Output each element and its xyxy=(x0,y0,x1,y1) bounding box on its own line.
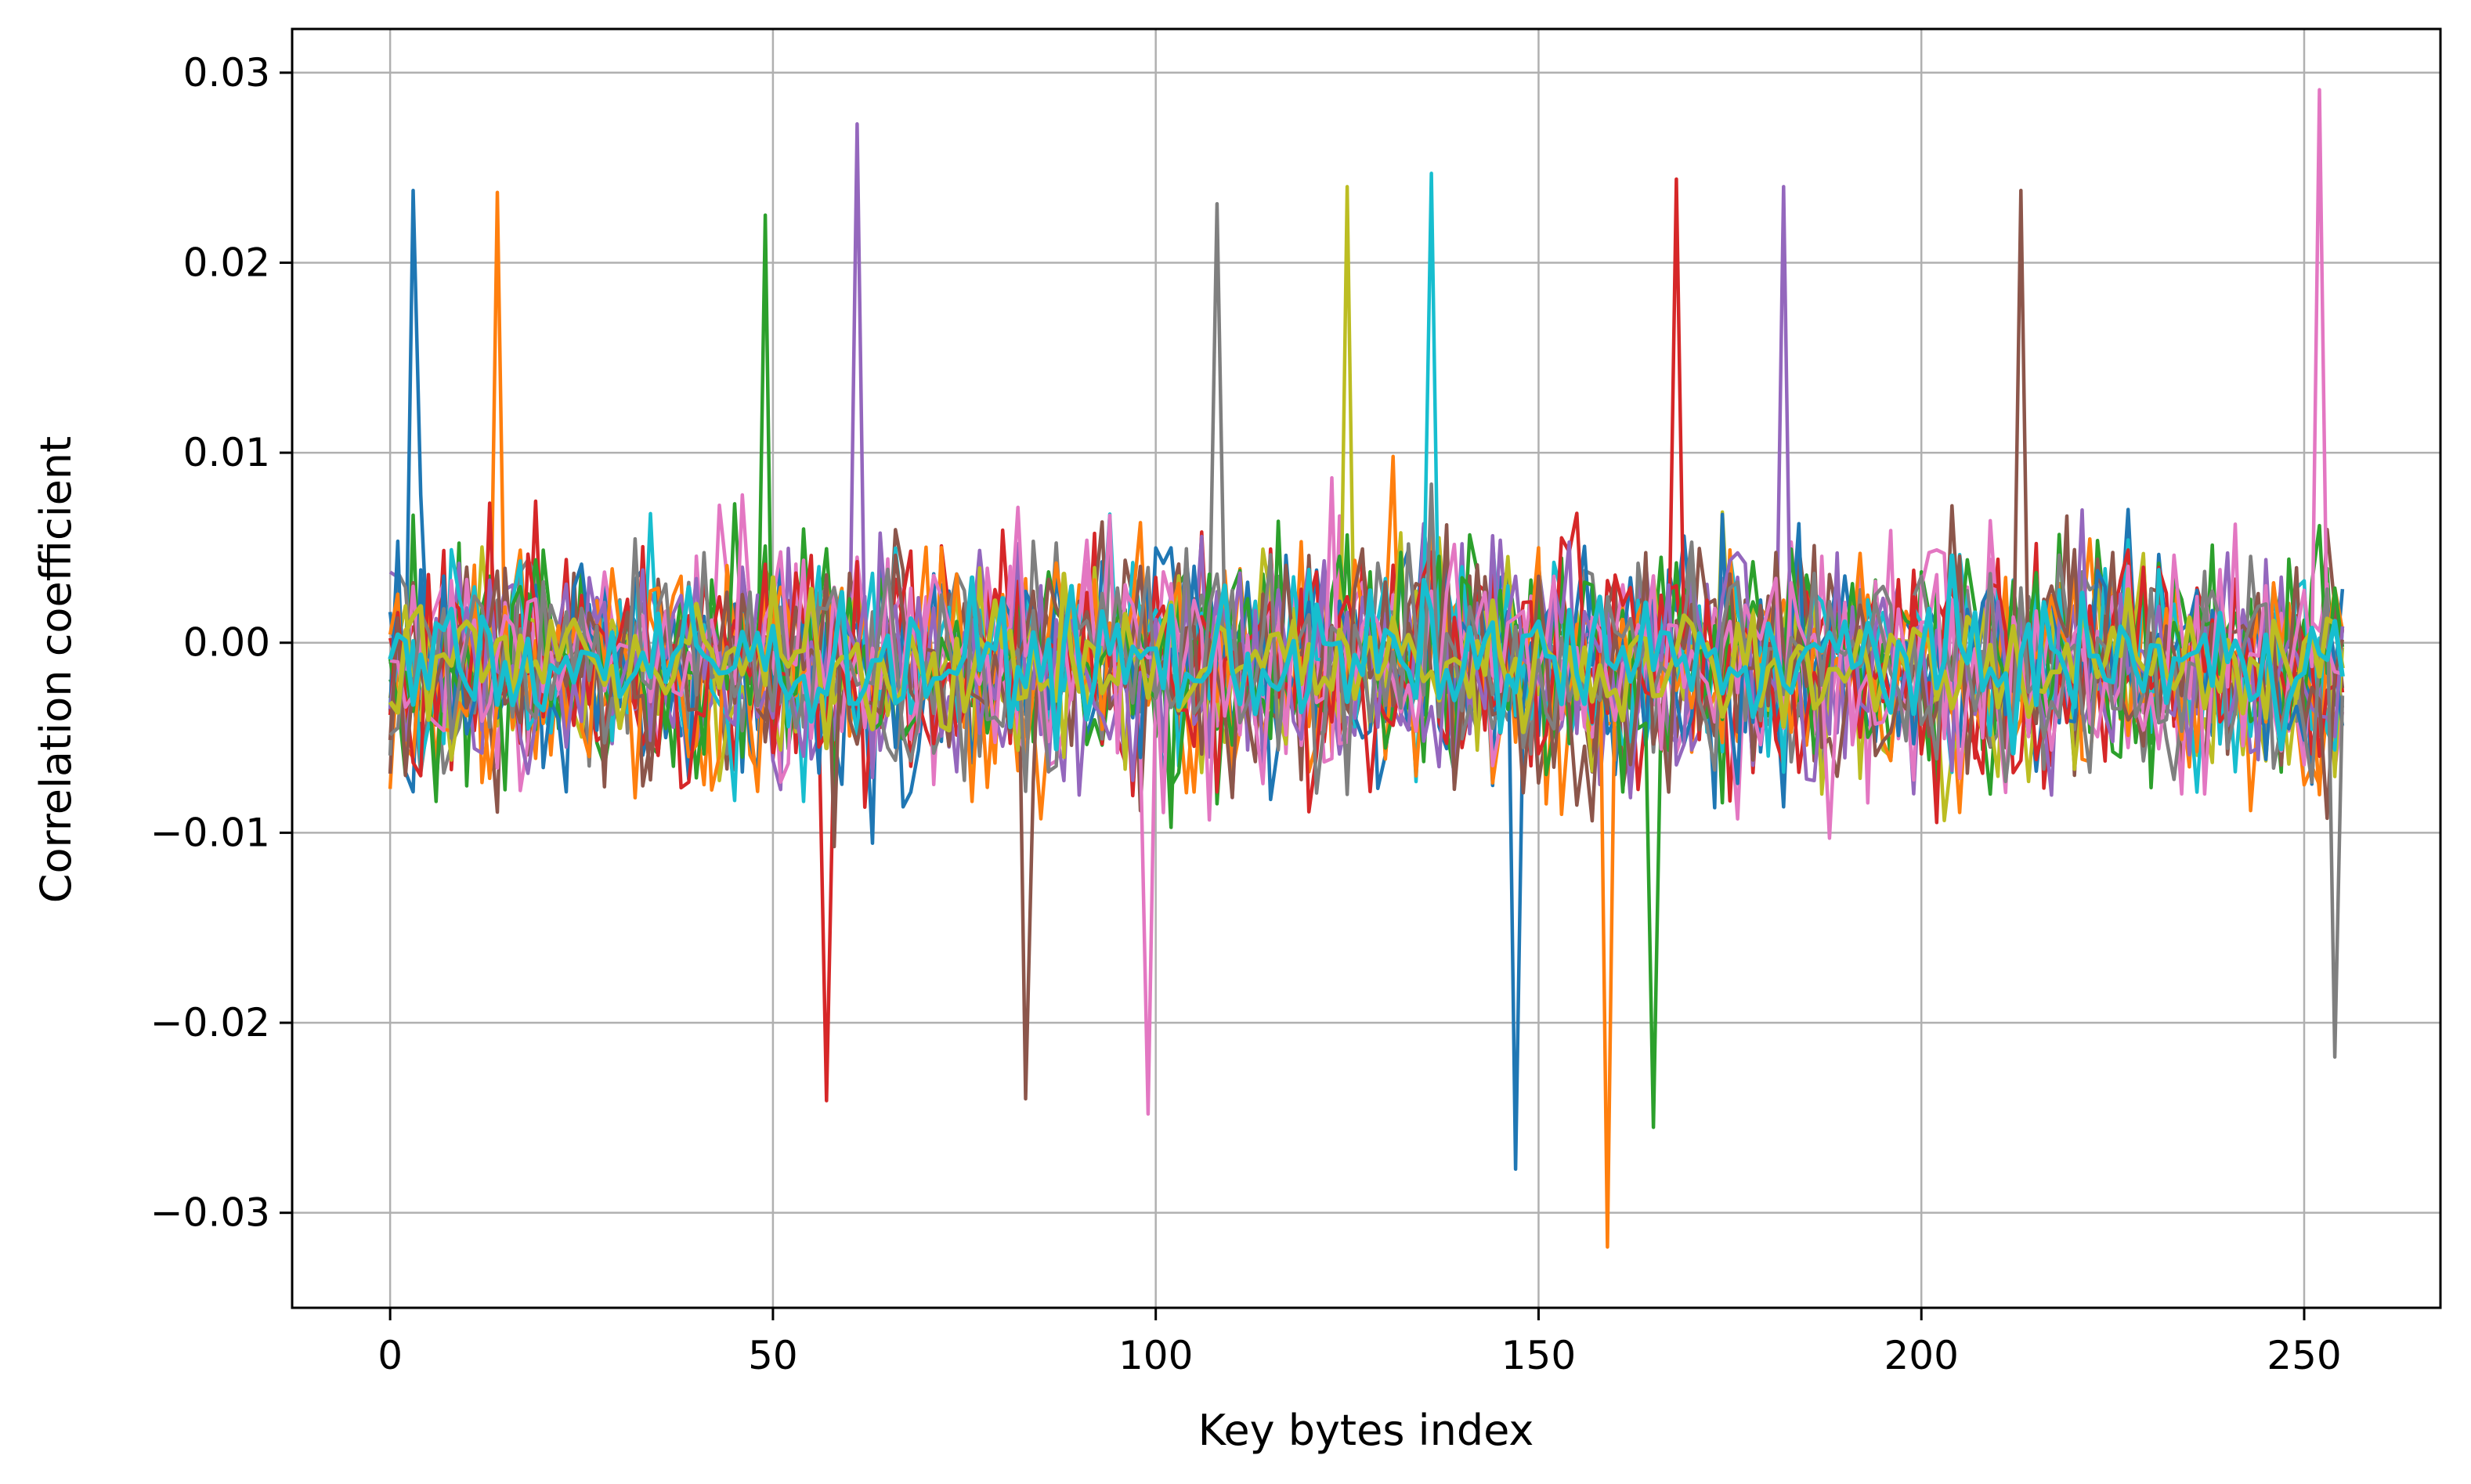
x-tick-label: 200 xyxy=(1884,1333,1959,1378)
y-tick-label: 0.01 xyxy=(183,430,270,475)
x-tick-label: 0 xyxy=(378,1333,403,1378)
y-axis-ticks: −0.03 −0.02 −0.01 0.00 0.01 0.02 0.03 xyxy=(150,50,292,1236)
series-lines xyxy=(388,88,2345,1249)
y-tick-label: 0.00 xyxy=(183,620,270,666)
x-axis-label: Key bytes index xyxy=(1198,1406,1534,1455)
x-axis-ticks: 0 50 100 150 200 250 xyxy=(378,1308,2342,1378)
x-tick-label: 50 xyxy=(748,1333,798,1378)
y-tick-label: 0.02 xyxy=(183,240,270,285)
y-tick-label: −0.02 xyxy=(150,1000,270,1045)
x-tick-label: 150 xyxy=(1501,1333,1576,1378)
y-axis-label: Correlation coefficient xyxy=(31,436,81,903)
y-tick-label: 0.03 xyxy=(183,50,270,96)
plot-frame xyxy=(291,27,2442,1309)
series-line xyxy=(388,553,2345,756)
y-tick-label: −0.01 xyxy=(150,810,270,855)
series-line xyxy=(388,177,2345,825)
x-tick-label: 250 xyxy=(2267,1333,2341,1378)
x-tick-label: 100 xyxy=(1118,1333,1193,1378)
y-tick-label: −0.03 xyxy=(150,1190,270,1236)
